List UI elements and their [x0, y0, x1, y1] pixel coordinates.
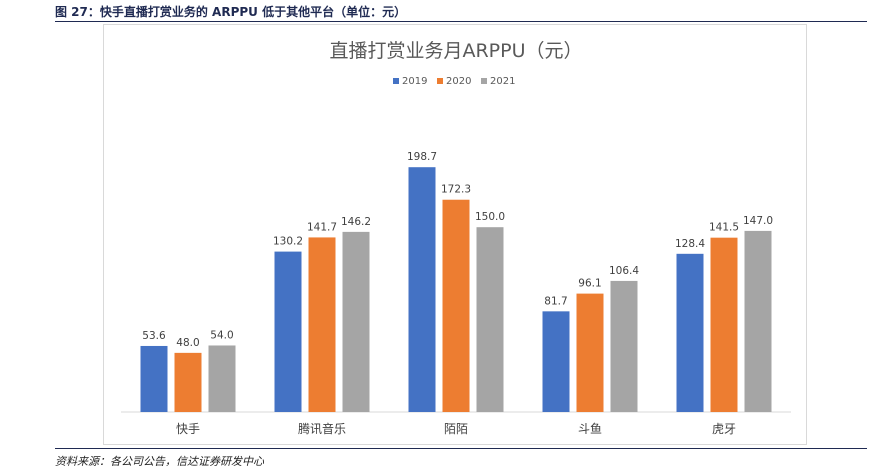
arppu-bar-chart: 直播打赏业务月ARPPU（元） 2019 2020 2021 53.6 48.0 54.0…: [121, 40, 791, 436]
legend-label: 2020: [446, 76, 471, 87]
legend-label: 2021: [490, 76, 515, 87]
figure-title: 图 27：快手直播打赏业务的 ARPPU 低于其他平台（单位：元）: [55, 5, 407, 19]
bar-2020-0: [174, 352, 202, 412]
data-label-2020-0: 48.0: [176, 337, 199, 349]
category-label-2: 陌陌: [444, 422, 468, 436]
data-label-2020-2: 172.3: [441, 184, 471, 196]
category-label-1: 腾讯音乐: [298, 421, 346, 436]
data-label-2019-4: 128.4: [675, 238, 705, 250]
bar-2021-2: [476, 227, 504, 412]
bar-2020-2: [442, 199, 470, 412]
legend-item-2021: 2021: [481, 76, 515, 87]
data-label-2020-1: 141.7: [307, 221, 337, 233]
chart-title: 直播打赏业务月ARPPU（元）: [329, 40, 582, 62]
bar-2021-3: [610, 280, 638, 412]
legend-item-2019: 2019: [393, 76, 427, 87]
bar-2021-0: [208, 345, 236, 412]
legend-item-2020: 2020: [437, 76, 471, 87]
data-label-2021-1: 146.2: [341, 216, 371, 228]
data-label-2019-2: 198.7: [407, 151, 437, 163]
legend-label: 2019: [402, 76, 427, 87]
data-label-2020-4: 141.5: [709, 222, 739, 234]
category-label-3: 斗鱼: [578, 422, 602, 436]
bar-2019-1: [274, 251, 302, 412]
category-label-0: 快手: [176, 422, 200, 436]
bar-2019-4: [676, 253, 704, 412]
data-label-2020-3: 96.1: [578, 278, 601, 290]
data-label-2019-1: 130.2: [273, 236, 303, 248]
bar-2019-2: [408, 167, 436, 412]
bar-2020-4: [710, 237, 738, 412]
bar-2021-4: [744, 230, 772, 412]
chart-frame: 直播打赏业务月ARPPU（元） 2019 2020 2021 53.6 48.0 54.0…: [103, 24, 807, 445]
bottom-rule: [55, 448, 867, 449]
data-label-2021-3: 106.4: [609, 265, 639, 277]
top-rule: [55, 21, 867, 22]
legend-swatch: [393, 78, 399, 84]
bar-2019-0: [140, 345, 168, 412]
data-label-2019-0: 53.6: [142, 330, 166, 342]
bar-2020-3: [576, 293, 604, 412]
data-label-2021-4: 147.0: [743, 215, 773, 227]
legend-swatch: [481, 78, 487, 84]
data-label-2021-0: 54.0: [210, 329, 233, 341]
data-label-2021-2: 150.0: [475, 211, 505, 223]
bar-2020-1: [308, 237, 336, 412]
bar-2019-3: [542, 311, 570, 412]
legend-swatch: [437, 78, 443, 84]
bar-2021-1: [342, 231, 370, 412]
data-label-2019-3: 81.7: [544, 295, 567, 307]
category-label-4: 虎牙: [712, 422, 736, 436]
source-note: 资料来源：各公司公告，信达证券研发中心: [55, 455, 264, 468]
